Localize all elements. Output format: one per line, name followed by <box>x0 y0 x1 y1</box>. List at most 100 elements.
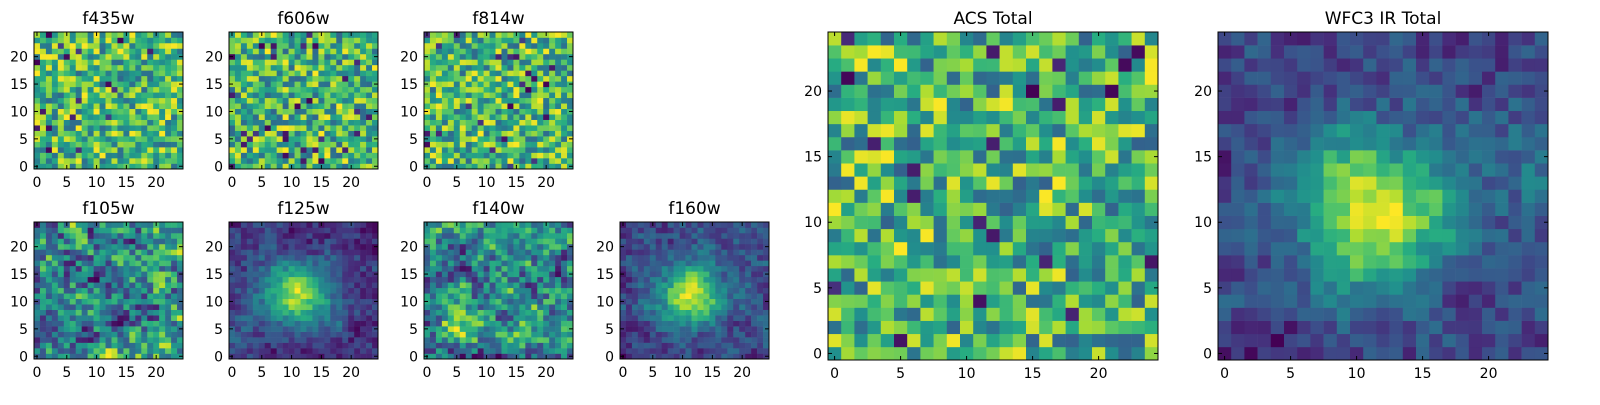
heatmap-cell <box>751 304 757 310</box>
heatmap-cell <box>692 348 698 354</box>
heatmap-cell <box>555 299 561 305</box>
y-tick-label: 15 <box>596 267 614 283</box>
heatmap-cell <box>709 326 715 332</box>
heatmap-cell <box>372 158 378 164</box>
heatmap-cell <box>111 332 117 338</box>
heatmap-cell <box>490 37 496 43</box>
heatmap-cell <box>513 87 519 93</box>
heatmap-cell <box>52 59 58 65</box>
heatmap-cell <box>259 131 265 137</box>
heatmap-cell <box>947 150 961 163</box>
heatmap-cell <box>472 348 478 354</box>
heatmap-cell <box>496 348 502 354</box>
heatmap-cell <box>301 125 307 131</box>
heatmap-cell <box>751 227 757 233</box>
heatmap-cell <box>46 255 52 261</box>
heatmap-cell <box>1000 242 1014 255</box>
heatmap-cell <box>727 299 733 305</box>
heatmap-cell <box>336 103 342 109</box>
heatmap-cell <box>709 315 715 321</box>
heatmap-cell <box>478 109 484 115</box>
heatmap-cell <box>549 288 555 294</box>
heatmap-cell <box>472 65 478 71</box>
heatmap-cell <box>692 222 698 228</box>
heatmap-cell <box>229 153 235 159</box>
heatmap-cell <box>484 310 490 316</box>
heatmap-cell <box>430 266 436 272</box>
heatmap-cell <box>289 59 295 65</box>
heatmap-cell <box>247 136 253 142</box>
heatmap-cell <box>129 266 135 272</box>
heatmap-cell <box>721 238 727 244</box>
heatmap-cell <box>312 109 318 115</box>
heatmap-cell <box>64 142 70 148</box>
heatmap-cell <box>531 310 537 316</box>
heatmap-cell <box>336 326 342 332</box>
heatmap-cell <box>277 81 283 87</box>
heatmap-cell <box>342 249 348 255</box>
heatmap-cell <box>513 76 519 82</box>
heatmap-cell <box>271 354 277 360</box>
heatmap-cell <box>973 242 987 255</box>
heatmap-cell <box>342 293 348 299</box>
heatmap-cell <box>525 32 531 38</box>
heatmap-cell <box>46 238 52 244</box>
heatmap-cell <box>644 304 650 310</box>
heatmap-cell <box>442 299 448 305</box>
heatmap-cell <box>165 337 171 343</box>
heatmap-cell <box>567 37 573 43</box>
heatmap-cell <box>448 354 454 360</box>
heatmap-cell <box>241 98 247 104</box>
heatmap-cell <box>496 76 502 82</box>
heatmap-cell <box>555 260 561 266</box>
heatmap-cell <box>247 337 253 343</box>
heatmap-cell <box>537 255 543 261</box>
heatmap-cell <box>549 348 555 354</box>
heatmap-cell <box>366 293 372 299</box>
heatmap-cell <box>692 337 698 343</box>
heatmap-cell <box>82 277 88 283</box>
heatmap-cell <box>543 37 549 43</box>
heatmap-cell <box>561 260 567 266</box>
heatmap-cell <box>460 59 466 65</box>
heatmap-cell <box>1079 189 1093 202</box>
heatmap-cell <box>1039 216 1053 229</box>
heatmap-cell <box>632 249 638 255</box>
heatmap-cell <box>372 249 378 255</box>
heatmap-cell <box>763 348 769 354</box>
heatmap-cell <box>123 114 129 120</box>
heatmap-cell <box>88 244 94 250</box>
heatmap-cell <box>460 131 466 137</box>
heatmap-cell <box>751 299 757 305</box>
heatmap-cell <box>64 310 70 316</box>
heatmap-cell <box>76 238 82 244</box>
heatmap-cell <box>153 120 159 126</box>
heatmap-cell <box>644 271 650 277</box>
heatmap-cell <box>46 227 52 233</box>
heatmap-cell <box>171 125 177 131</box>
heatmap-cell <box>549 98 555 104</box>
heatmap-cell <box>537 233 543 239</box>
heatmap-cell <box>638 277 644 283</box>
heatmap-cell <box>106 249 112 255</box>
heatmap-cell <box>549 136 555 142</box>
heatmap-cell <box>330 54 336 60</box>
heatmap-cell <box>82 310 88 316</box>
heatmap-cell <box>135 131 141 137</box>
heatmap-cell <box>448 266 454 272</box>
heatmap-cell <box>324 282 330 288</box>
heatmap-cell <box>1105 176 1119 189</box>
x-tick-label: 5 <box>257 365 266 381</box>
y-tick-label: 0 <box>19 349 28 365</box>
heatmap-cell <box>519 337 525 343</box>
heatmap-cell <box>490 233 496 239</box>
heatmap-cell <box>721 266 727 272</box>
heatmap-cell <box>64 125 70 131</box>
heatmap-cell <box>525 142 531 148</box>
heatmap-cell <box>733 321 739 327</box>
heatmap-cell <box>52 125 58 131</box>
heatmap-cell <box>513 293 519 299</box>
heatmap-cell <box>135 348 141 354</box>
heatmap-cell <box>318 125 324 131</box>
heatmap-cell <box>253 76 259 82</box>
